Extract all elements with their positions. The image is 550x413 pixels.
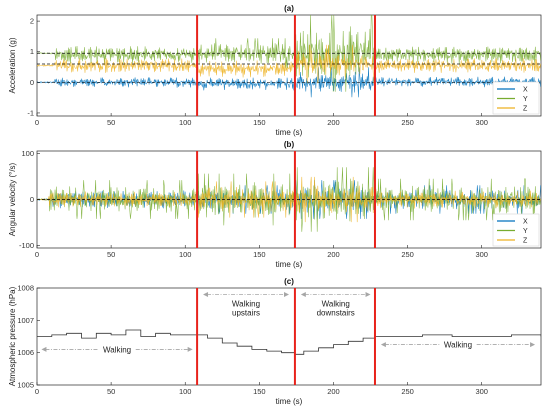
annotation-label: Walking xyxy=(232,299,260,308)
x-tick-label: 150 xyxy=(253,250,266,259)
plot-area xyxy=(37,15,541,98)
x-tick-label: 100 xyxy=(179,387,192,396)
arrow-head-right xyxy=(365,291,371,297)
y-tick-label: 0 xyxy=(30,78,34,87)
x-tick-label: 50 xyxy=(107,250,115,259)
legend-label-z: Z xyxy=(523,238,528,245)
pressure-line xyxy=(37,329,541,355)
x-tick-label: 300 xyxy=(475,387,488,396)
y-tick-label: -1 xyxy=(27,108,34,117)
y-tick-label: 100 xyxy=(21,149,34,158)
series-line-z xyxy=(37,44,541,84)
arrow-head-left xyxy=(300,291,306,297)
arrow-head-right xyxy=(530,342,536,348)
y-tick-label: -100 xyxy=(19,241,34,250)
x-tick-label: 200 xyxy=(327,387,340,396)
series-line-z xyxy=(37,176,541,223)
y-tick-label: 1007 xyxy=(17,316,34,325)
panel-title: (a) xyxy=(284,4,294,13)
x-tick-label: 100 xyxy=(179,250,192,259)
legend-label-x: X xyxy=(523,87,528,94)
annotation-label: downstairs xyxy=(317,308,355,317)
x-tick-label: 250 xyxy=(401,250,414,259)
x-tick-label: 200 xyxy=(327,118,340,127)
x-tick-label: 300 xyxy=(475,118,488,127)
x-tick-label: 0 xyxy=(35,387,39,396)
x-tick-label: 0 xyxy=(35,118,39,127)
arrow-head-right xyxy=(284,291,289,297)
arrow-head-left xyxy=(380,342,386,348)
x-tick-label: 300 xyxy=(475,250,488,259)
y-tick-label: 1006 xyxy=(17,348,34,357)
legend-label-y: Y xyxy=(523,228,528,235)
x-tick-label: 200 xyxy=(327,250,340,259)
x-tick-label: 0 xyxy=(35,250,39,259)
annotation-label: Walking xyxy=(444,341,472,350)
x-tick-label: 50 xyxy=(107,387,115,396)
plot-area xyxy=(37,329,541,355)
arrow-head-left xyxy=(41,346,47,352)
x-tick-label: 50 xyxy=(107,118,115,127)
y-tick-label: 1 xyxy=(30,47,34,56)
x-axis-label: time (s) xyxy=(276,128,303,137)
panel-3: 0 50 100 150 200 250 300 1005 1006 1007 1008 (c) tim… xyxy=(8,277,542,406)
x-axis-label: time (s) xyxy=(276,397,303,406)
annotation-label: Walking xyxy=(322,299,350,308)
legend-label-x: X xyxy=(523,219,528,226)
y-tick-label: 2 xyxy=(30,17,34,26)
x-tick-label: 150 xyxy=(253,387,266,396)
y-tick-label: 0 xyxy=(30,195,34,204)
x-axis-label: time (s) xyxy=(276,260,303,269)
panel-title: (b) xyxy=(284,140,295,149)
y-axis-label: Acceleration (g) xyxy=(8,37,17,93)
x-tick-label: 250 xyxy=(401,387,414,396)
series-line-y xyxy=(37,15,541,92)
y-tick-label: 1008 xyxy=(17,284,34,293)
legend-label-z: Z xyxy=(523,106,528,113)
annotation-label: Walking xyxy=(103,345,131,354)
y-axis-label: Atmospheric pressure (hPa) xyxy=(8,286,17,386)
x-tick-label: 250 xyxy=(401,118,414,127)
plot-area xyxy=(37,167,541,232)
y-tick-label: 1005 xyxy=(17,381,34,390)
panel-title: (c) xyxy=(284,277,294,286)
arrow-head-left xyxy=(203,291,209,297)
x-tick-label: 150 xyxy=(253,118,266,127)
y-axis-label: Angular velocity (°/s) xyxy=(8,162,17,236)
x-tick-label: 100 xyxy=(179,118,192,127)
arrow-head-right xyxy=(187,346,193,352)
series-line-x xyxy=(37,67,541,98)
annotation-label: upstairs xyxy=(232,308,260,317)
legend-label-y: Y xyxy=(523,96,528,103)
